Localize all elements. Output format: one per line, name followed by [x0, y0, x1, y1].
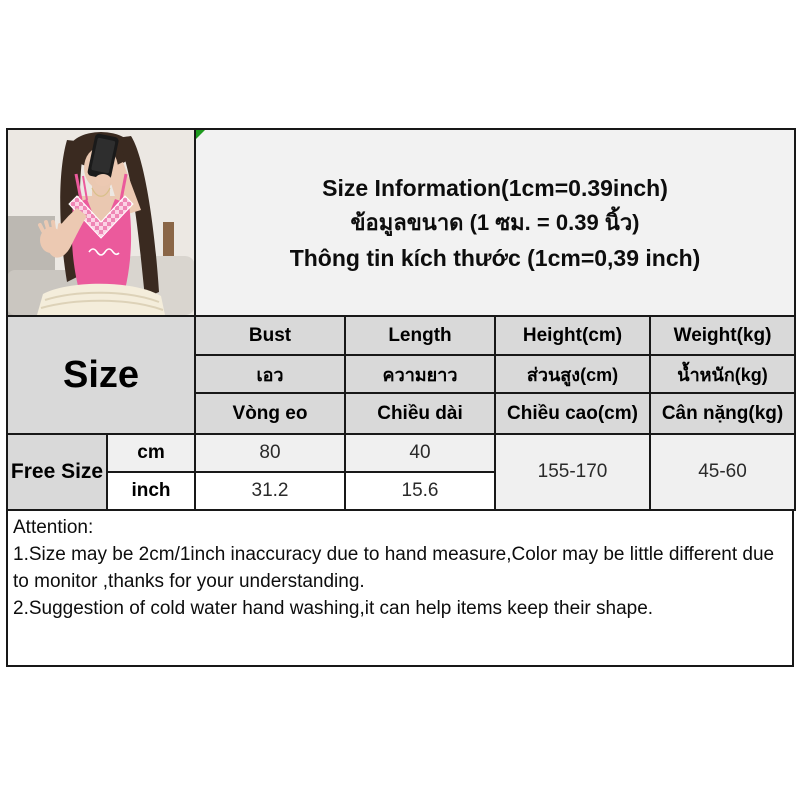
photo-phone — [87, 133, 119, 180]
photo-hand-holding-phone — [95, 174, 111, 186]
value-bust-cm: 80 — [194, 433, 346, 473]
photo-chest-script — [88, 248, 120, 256]
attention-note-1: 1.Size may be 2cm/1inch inaccuracy due t… — [13, 544, 775, 592]
title-line-thai: ข้อมูลขนาด (1 ซม. = 0.39 นิ้ว) — [350, 209, 640, 235]
col-header-weight-vi: Cân nặng(kg) — [648, 392, 797, 435]
size-table: Size Information(1cm=0.39inch) ข้อมูลขนา… — [6, 128, 797, 511]
header-row-vietnamese: Vòng eo Chiều dài Chiều cao(cm) Cân nặng… — [7, 392, 797, 435]
col-header-bust-th: เอว — [194, 354, 346, 394]
data-row-inch: inch 31.2 15.6 — [7, 471, 795, 511]
photo-open-hand — [40, 227, 62, 253]
value-length-inch: 15.6 — [344, 471, 496, 511]
col-header-bust-vi: Vòng eo — [194, 392, 346, 435]
photo-strap-left-2 — [82, 175, 88, 201]
value-bust-inch: 31.2 — [194, 471, 346, 511]
title-line-english: Size Information(1cm=0.39inch) — [322, 174, 668, 201]
header-row-thai: เอว ความยาว ส่วนสูง(cm) น้ำหนัก(kg) — [7, 354, 797, 394]
photo-title-row: Size Information(1cm=0.39inch) ข้อมูลขนา… — [6, 128, 797, 317]
col-header-height-vi: Chiều cao(cm) — [494, 392, 651, 435]
size-header-cell: Size — [6, 315, 196, 435]
col-header-length-th: ความยาว — [344, 354, 496, 394]
data-row-cm: Free Size cm 80 40 155-170 45-60 — [6, 433, 797, 511]
photo-necklace — [91, 187, 111, 197]
product-photo-cell — [6, 128, 196, 317]
photo-skirt-ruffles — [40, 291, 164, 311]
header-row-english: Size Bust Length Height(cm) Weight(kg) — [6, 315, 797, 435]
attention-box: Attention: 1.Size may be 2cm/1inch inacc… — [6, 509, 794, 667]
size-info-title-cell: Size Information(1cm=0.39inch) ข้อมูลขนา… — [193, 128, 797, 317]
photo-hair-right — [117, 136, 159, 298]
corner-marker-icon — [197, 131, 205, 139]
title-line-vietnamese: Thông tin kích thước (1cm=0,39 inch) — [289, 244, 701, 271]
col-header-weight-en: Weight(kg) — [648, 315, 797, 356]
col-header-length-en: Length — [344, 315, 496, 356]
row-label-free-size: Free Size — [6, 433, 108, 511]
photo-strap-right — [119, 173, 128, 201]
col-header-weight-th: น้ำหนัก(kg) — [648, 354, 797, 394]
size-chart-content: Size Information(1cm=0.39inch) ข้อมูลขนา… — [6, 128, 797, 667]
attention-note-2: 2.Suggestion of cold water hand washing,… — [13, 598, 654, 619]
unit-inch-cell: inch — [106, 471, 196, 511]
value-height-range: 155-170 — [494, 433, 651, 511]
photo-strap-left — [74, 173, 83, 201]
value-length-cm: 40 — [344, 433, 496, 473]
product-photo — [9, 131, 193, 314]
col-header-length-vi: Chiều dài — [344, 392, 496, 435]
attention-heading: Attention: — [13, 517, 94, 538]
photo-fingers — [38, 220, 62, 234]
col-header-bust-en: Bust — [194, 315, 346, 356]
col-header-height-th: ส่วนสูง(cm) — [494, 354, 651, 394]
col-header-height-en: Height(cm) — [494, 315, 651, 356]
value-weight-range: 45-60 — [648, 433, 797, 511]
photo-skirt — [37, 283, 165, 314]
photo-gingham-trim — [68, 195, 134, 239]
unit-cm-cell: cm — [106, 433, 196, 473]
